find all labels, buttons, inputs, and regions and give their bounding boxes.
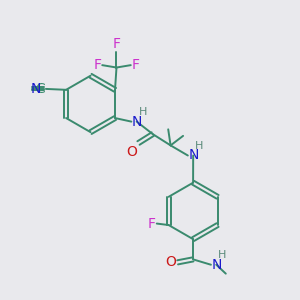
Text: F: F xyxy=(93,58,101,72)
Text: N: N xyxy=(31,82,41,96)
Text: N: N xyxy=(212,258,222,272)
Text: H: H xyxy=(139,107,148,117)
Text: C: C xyxy=(35,82,45,96)
Text: F: F xyxy=(112,37,121,51)
Text: H: H xyxy=(195,141,204,151)
Text: N: N xyxy=(132,115,142,129)
Text: O: O xyxy=(127,145,138,158)
Text: F: F xyxy=(148,217,156,231)
Text: N: N xyxy=(188,148,199,163)
Text: H: H xyxy=(218,250,226,260)
Text: O: O xyxy=(166,255,176,269)
Text: F: F xyxy=(132,58,140,72)
